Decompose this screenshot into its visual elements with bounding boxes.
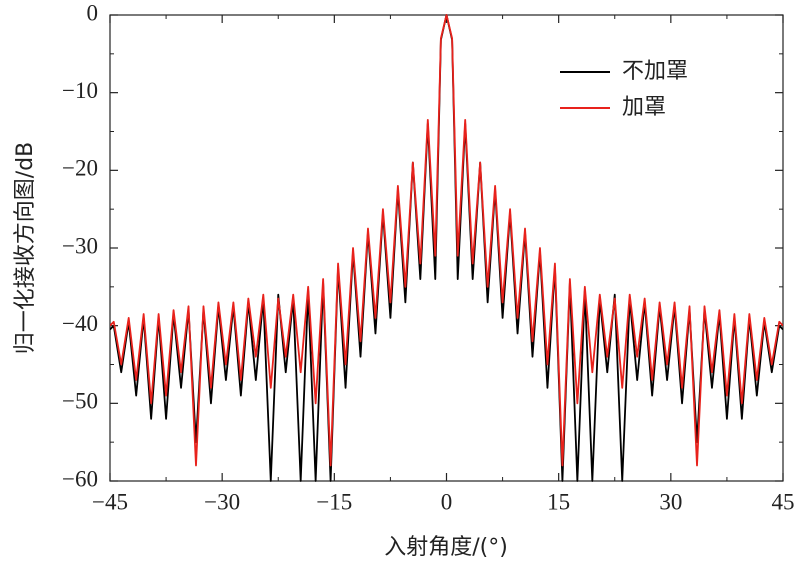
x-axis-label: 入射角度/(°) (384, 535, 508, 560)
series-line (110, 14, 783, 482)
plot-area (110, 14, 783, 482)
y-tick-label: −40 (62, 311, 98, 336)
y-tick-label: −50 (62, 389, 98, 414)
x-tick-label: 0 (441, 489, 453, 514)
y-tick-label: −60 (62, 466, 98, 491)
y-tick-label: −10 (62, 78, 98, 103)
y-tick-label: −20 (62, 156, 98, 181)
x-tick-label: −30 (204, 489, 240, 514)
x-tick-label: 15 (547, 489, 570, 514)
x-tick-label: 30 (659, 489, 682, 514)
y-axis-label: 归一化接收方向图/dB (13, 142, 38, 354)
legend-label: 加罩 (622, 95, 666, 120)
y-tick-label: −30 (62, 233, 98, 258)
series-line (110, 14, 783, 467)
legend-label: 不加罩 (622, 59, 688, 84)
x-tick-label: 45 (772, 489, 795, 514)
x-tick-label: −45 (92, 489, 128, 514)
x-tick-label: −15 (316, 489, 352, 514)
y-tick-label: 0 (87, 0, 99, 25)
plot-frame (109, 14, 784, 482)
